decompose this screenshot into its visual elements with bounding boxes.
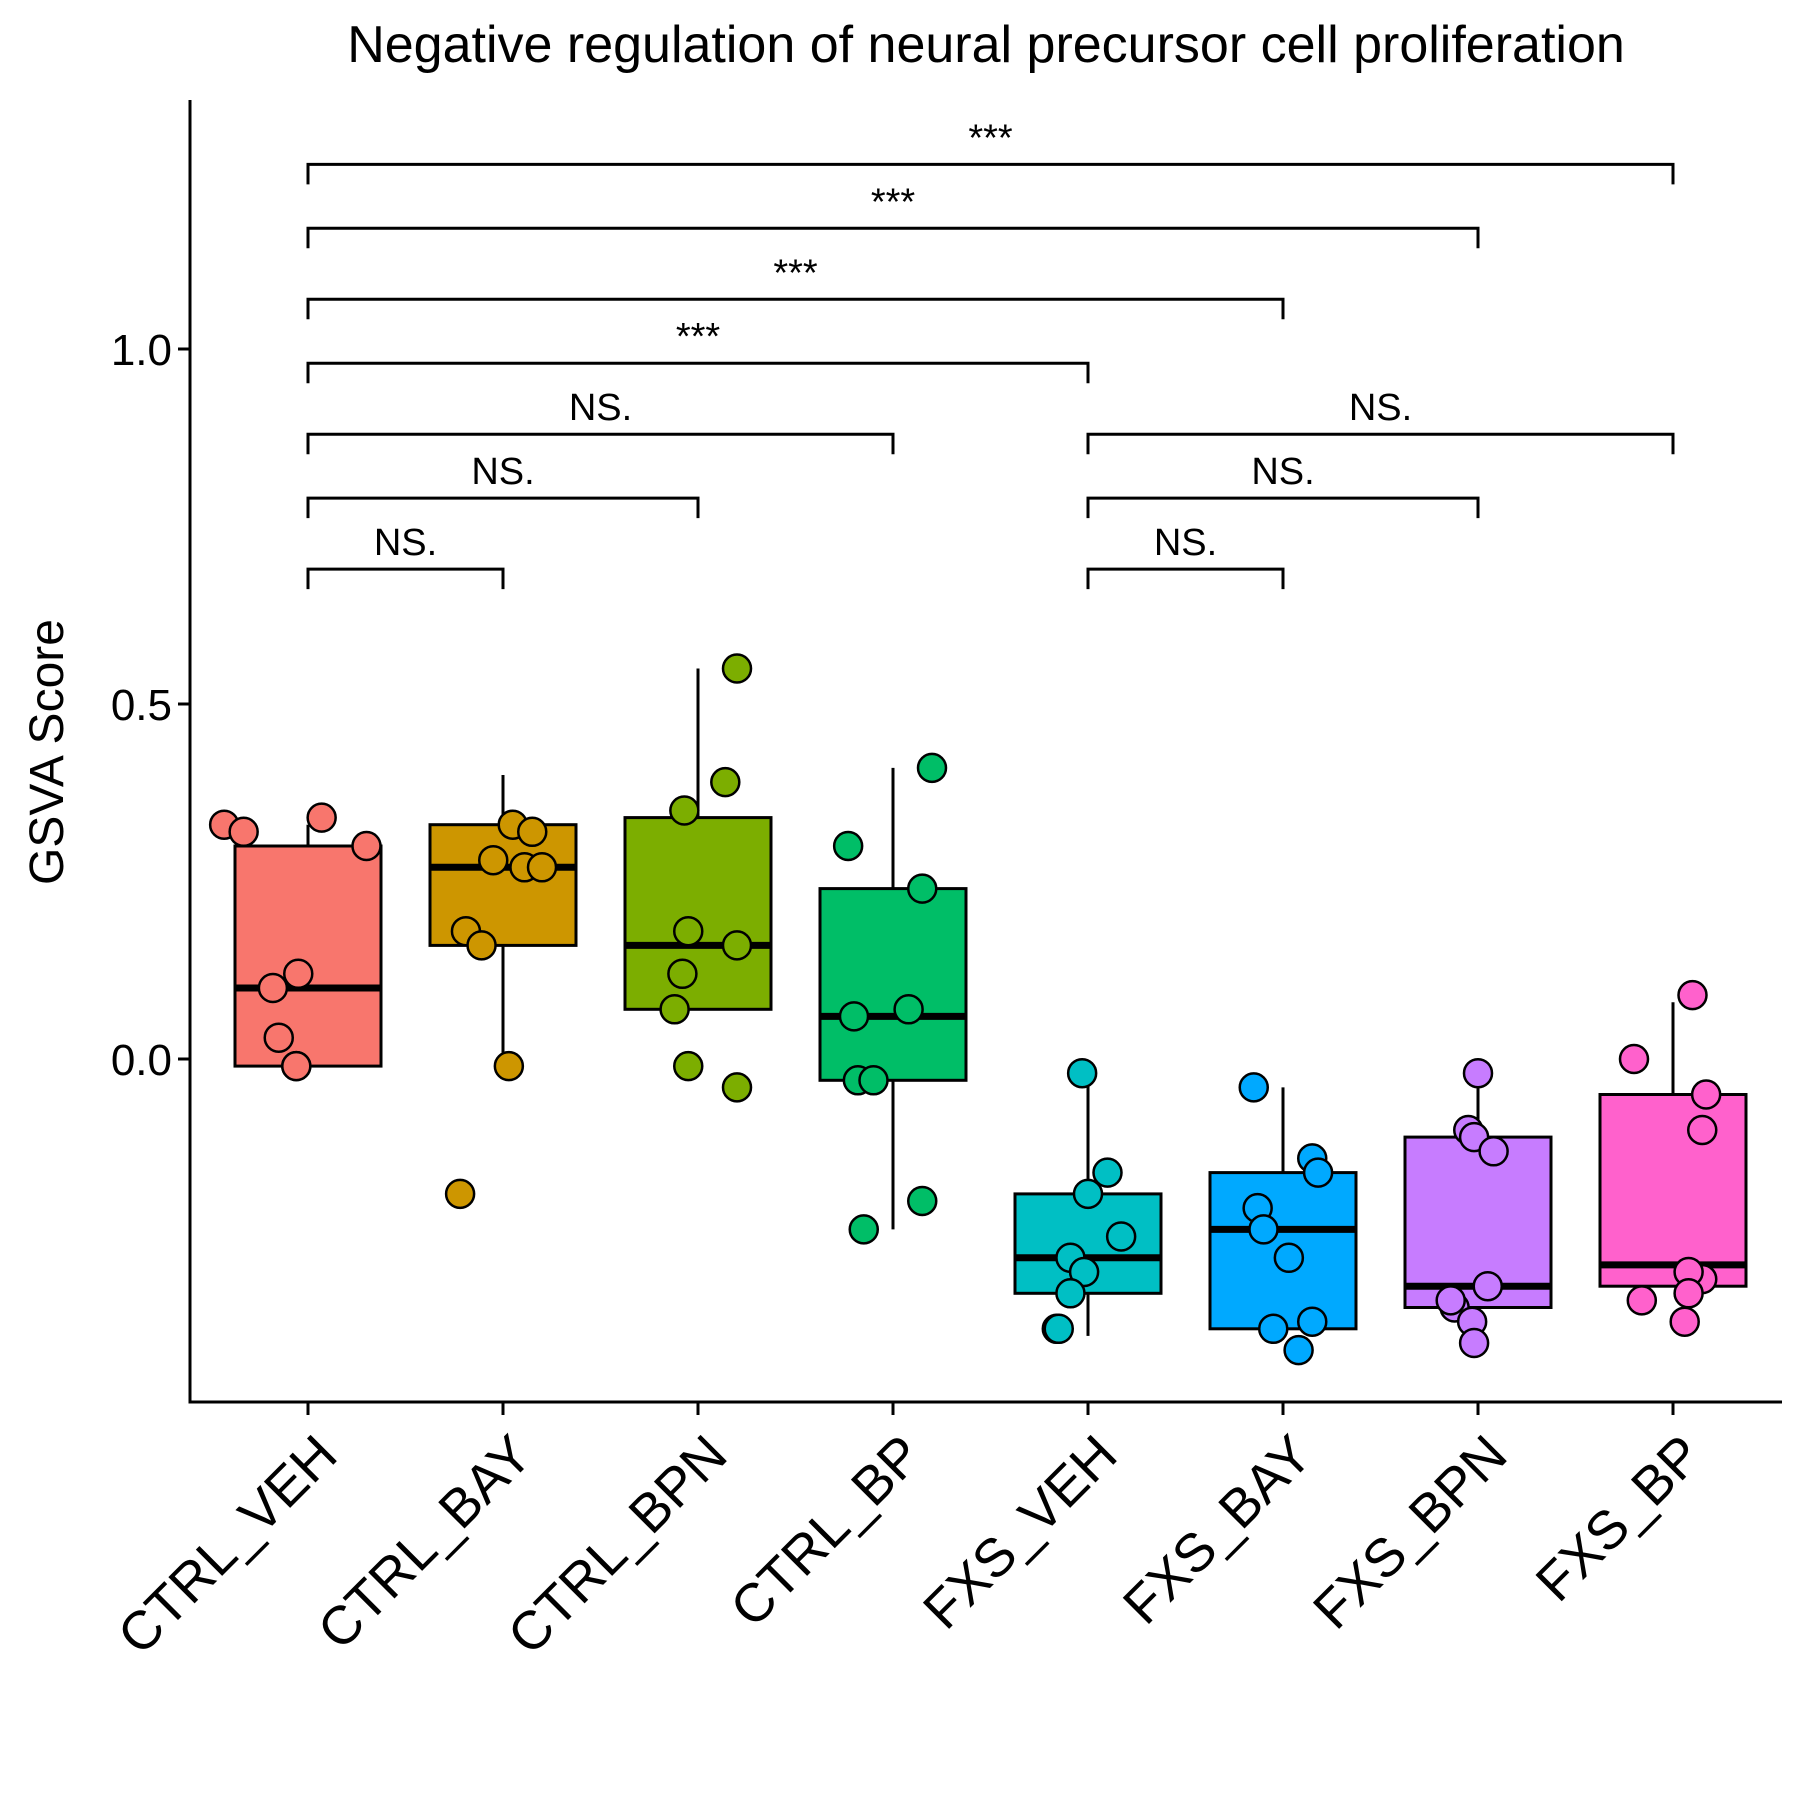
y-tick-label: 0.0 — [111, 1036, 172, 1085]
data-point — [1297, 1306, 1328, 1337]
box-layer — [233, 668, 1748, 1336]
x-tick-label: CTRL_VEH — [107, 1424, 349, 1666]
data-point — [916, 752, 948, 784]
data-point — [673, 915, 704, 947]
data-point — [1677, 979, 1708, 1011]
data-point — [1066, 1057, 1098, 1089]
data-point — [1458, 1327, 1490, 1359]
chart-title: Negative regulation of neural precursor … — [347, 16, 1625, 74]
data-point — [526, 852, 558, 883]
data-point — [1043, 1313, 1074, 1345]
data-point — [832, 830, 864, 862]
data-point — [517, 816, 548, 848]
significance-label: *** — [773, 252, 818, 294]
data-point — [710, 766, 741, 798]
y-axis-title: GSVA Score — [21, 619, 74, 885]
box-ctrl-veh — [233, 844, 383, 1068]
significance-bracket — [306, 567, 505, 590]
data-point — [1273, 1242, 1305, 1274]
box-ctrl-bp — [818, 887, 968, 1082]
data-point — [306, 802, 337, 833]
significance-label: NS. — [1154, 522, 1217, 564]
significance-bracket — [306, 496, 700, 519]
significance-bracket — [306, 297, 1285, 320]
data-point — [659, 994, 690, 1025]
data-point — [721, 1072, 753, 1103]
box-fxs-bpn — [1403, 1135, 1553, 1309]
significance-bracket — [1086, 432, 1675, 455]
data-point — [1238, 1072, 1269, 1103]
significance-bracket — [306, 162, 1675, 185]
data-point — [1626, 1285, 1658, 1316]
x-tick-label: FXS_BP — [1525, 1424, 1714, 1613]
significance-label: NS. — [471, 451, 534, 493]
data-point — [1248, 1214, 1279, 1245]
data-point — [721, 653, 753, 684]
data-point — [283, 958, 314, 990]
significance-bracket — [306, 361, 1090, 384]
data-point — [1435, 1285, 1466, 1316]
data-point — [1462, 1057, 1494, 1089]
data-point — [1673, 1278, 1704, 1309]
data-point — [1687, 1114, 1718, 1146]
data-point — [263, 1022, 294, 1053]
data-point — [1478, 1136, 1509, 1167]
data-point — [1092, 1157, 1123, 1188]
significance-label: *** — [968, 117, 1013, 159]
data-point — [1283, 1334, 1314, 1366]
data-point — [848, 1214, 879, 1245]
data-point — [667, 958, 698, 990]
y-tick-label: 1.0 — [111, 326, 172, 375]
x-tick-label: FXS_BPN — [1302, 1424, 1518, 1640]
data-point — [466, 930, 497, 961]
y-ticks: 0.0 0.5 1.0 — [111, 326, 190, 1085]
data-point — [893, 994, 924, 1025]
significance-bracket — [1086, 496, 1480, 519]
data-point — [1669, 1306, 1700, 1337]
data-point — [721, 930, 753, 961]
x-tick-label: CTRL_BP — [719, 1424, 933, 1638]
data-point — [1618, 1043, 1650, 1075]
significance-label: *** — [871, 181, 916, 223]
significance-label: NS. — [569, 387, 632, 429]
data-point — [858, 1065, 889, 1096]
data-point — [907, 873, 938, 904]
significance-label: NS. — [1349, 387, 1412, 429]
significance-label: NS. — [1251, 451, 1314, 493]
data-point — [838, 1001, 870, 1032]
data-point — [1072, 1178, 1104, 1210]
data-point — [1690, 1079, 1722, 1110]
data-point — [478, 844, 509, 876]
data-point — [281, 1050, 312, 1082]
box-fxs-bp — [1598, 1093, 1748, 1288]
data-point — [1472, 1270, 1503, 1302]
data-point — [493, 1050, 525, 1082]
data-point — [257, 972, 289, 1004]
data-point — [1258, 1313, 1289, 1345]
point-layer — [208, 653, 1722, 1366]
data-point — [673, 1050, 704, 1082]
x-tick-label: FXS_BAY — [1112, 1424, 1324, 1636]
data-point — [228, 816, 259, 848]
data-point — [1302, 1157, 1334, 1188]
significance-label: NS. — [374, 522, 437, 564]
data-point — [1055, 1278, 1086, 1309]
significance-label: *** — [676, 316, 721, 358]
x-ticks: CTRL_VEHCTRL_BAYCTRL_BPNCTRL_BPFXS_VEHFX… — [107, 1402, 1714, 1666]
axes — [188, 100, 1782, 1404]
box-ctrl-bpn — [623, 816, 773, 1011]
x-tick-label: FXS_VEH — [912, 1424, 1128, 1640]
data-point — [444, 1178, 476, 1210]
significance-brackets: NS. NS. NS. *** *** *** *** NS. NS. NS. — [306, 117, 1675, 590]
y-tick-label: 0.5 — [111, 681, 172, 730]
data-point — [669, 795, 700, 826]
data-point — [1068, 1256, 1100, 1288]
data-point — [907, 1185, 938, 1217]
significance-bracket — [306, 226, 1480, 249]
significance-bracket — [1086, 567, 1285, 590]
data-point — [351, 830, 382, 862]
data-point — [1105, 1221, 1137, 1252]
significance-bracket — [306, 432, 895, 455]
